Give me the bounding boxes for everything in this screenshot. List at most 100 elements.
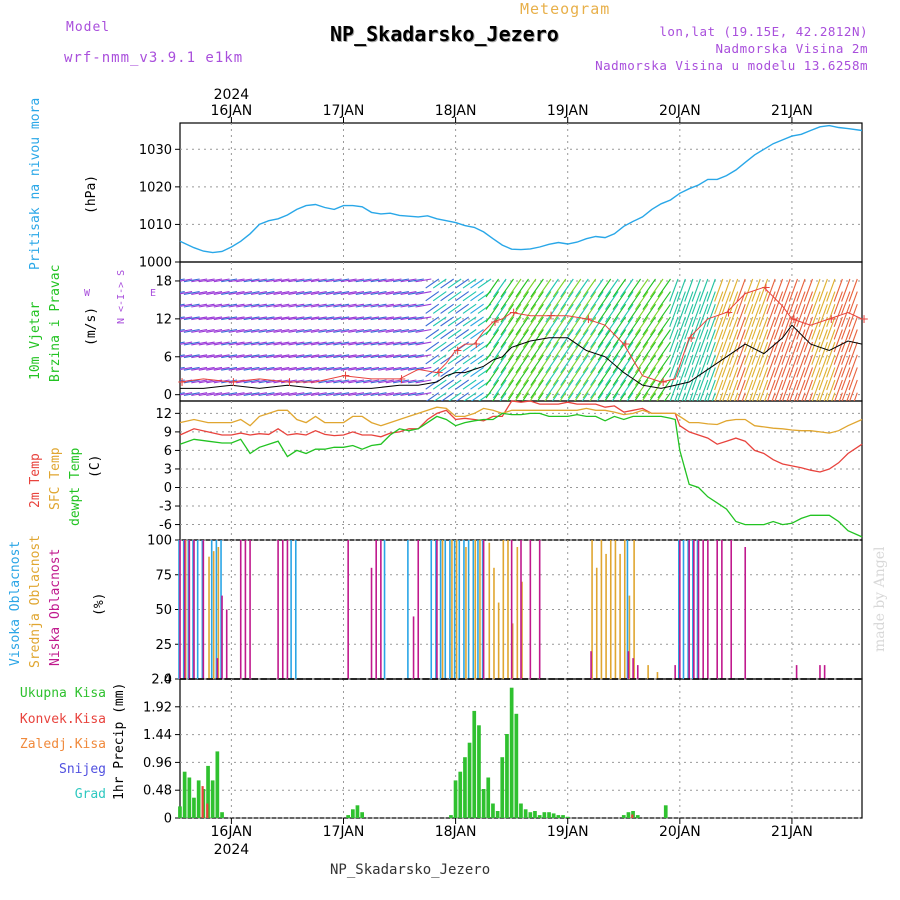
wind-barb <box>243 379 260 384</box>
wind-barb <box>833 291 843 315</box>
wind-barb <box>340 366 357 371</box>
wind-barb <box>432 303 447 314</box>
wind-barb <box>348 316 365 321</box>
wind-barb <box>393 316 409 321</box>
wind-barb <box>691 278 701 302</box>
legend-snijeg: Snijeg <box>59 762 106 777</box>
wind-barb <box>408 354 424 359</box>
wind-gust-marker: + <box>621 337 631 351</box>
wind-barb <box>470 379 484 390</box>
precip-total-bar <box>355 805 360 818</box>
wind-barb <box>288 366 305 371</box>
wind-barb <box>714 341 724 365</box>
wind-barb <box>627 354 642 374</box>
wind-barb <box>408 379 424 384</box>
y-tick-label: 0.48 <box>143 784 172 799</box>
wind-barb <box>575 291 589 310</box>
wind-barb <box>736 304 746 327</box>
wind-barb <box>318 303 335 308</box>
temp-2m-line <box>179 400 863 473</box>
wind-barb <box>432 354 447 365</box>
wind-barb <box>303 354 320 359</box>
wind-barb <box>590 303 604 323</box>
wind-barb <box>676 367 686 391</box>
wind-barb <box>788 329 799 353</box>
wind-barb <box>582 291 597 310</box>
wind-barb <box>714 316 724 340</box>
wind-barb <box>771 392 776 401</box>
wind-barb <box>191 278 208 283</box>
wind-barb <box>627 303 642 323</box>
wind-barb <box>221 316 238 321</box>
y-tick-label: 1030 <box>139 143 172 158</box>
wind-barb <box>180 328 185 331</box>
wind-barb <box>251 379 267 384</box>
wind-barb <box>818 354 828 378</box>
wind-barb <box>691 291 701 315</box>
wind-barb <box>333 366 350 371</box>
wind-barb <box>266 278 282 283</box>
wind-barb <box>796 304 806 327</box>
wind-barb <box>288 328 305 333</box>
wind-barb <box>743 341 754 365</box>
wind-barb <box>425 291 440 302</box>
wind-barb <box>266 341 282 346</box>
wind-barb <box>590 367 604 386</box>
wind-barb <box>355 366 372 371</box>
wind-barb <box>370 291 387 295</box>
wind-barb <box>786 392 791 401</box>
wind-barb <box>826 379 836 401</box>
wind-barb <box>669 341 679 365</box>
wind-barb <box>500 379 514 399</box>
wind-barb <box>649 278 664 298</box>
wind-barb <box>803 291 814 315</box>
wind-barb <box>447 329 462 340</box>
wind-barb <box>462 354 477 365</box>
wind-barb <box>605 329 619 348</box>
wind-barb <box>803 316 814 340</box>
precip-total-bar <box>514 713 519 819</box>
wind-barb <box>266 379 282 384</box>
wind-barb <box>462 379 477 390</box>
station-title: NP_Skadarsko_Jezero <box>330 22 559 46</box>
wind-barb <box>758 329 769 353</box>
precip-total-bar <box>206 765 210 818</box>
wind-barb <box>848 341 858 365</box>
wind-barb <box>758 304 769 327</box>
wind-barb <box>370 392 387 397</box>
wind-barb <box>605 354 619 374</box>
wind-barb <box>818 316 828 340</box>
wind-barb <box>560 354 574 374</box>
wind-barb <box>537 316 552 336</box>
wind-barb <box>751 379 761 401</box>
wind-barb <box>198 366 215 371</box>
wind-barb <box>706 291 716 315</box>
wind-barb <box>243 354 260 359</box>
wind-barb <box>796 341 806 365</box>
wind-barb <box>838 392 843 401</box>
wind-barb <box>763 392 769 401</box>
wind-barb <box>736 379 746 401</box>
wind-barb <box>340 328 357 333</box>
wind-barb <box>751 291 761 315</box>
wind-barb <box>657 354 671 374</box>
wind-barb <box>393 354 409 359</box>
wind-barb <box>734 392 739 401</box>
wind-barb <box>728 367 739 391</box>
wind-gust-marker: + <box>859 312 869 326</box>
wind-barb <box>816 392 821 401</box>
wind-barb <box>669 291 679 315</box>
wind-barb <box>310 291 327 295</box>
wind-barb <box>325 379 342 384</box>
wind-barb <box>605 379 619 399</box>
wind-barb <box>721 278 731 302</box>
wind-barb <box>749 392 754 401</box>
wind-barb <box>552 278 567 298</box>
wind-barb <box>228 291 245 295</box>
wind-barb <box>408 316 424 321</box>
wind-barb <box>841 367 851 391</box>
wind-barb <box>728 329 739 353</box>
wind-barb <box>266 328 282 333</box>
wind-barb <box>348 354 365 359</box>
wind-barb <box>696 392 701 401</box>
